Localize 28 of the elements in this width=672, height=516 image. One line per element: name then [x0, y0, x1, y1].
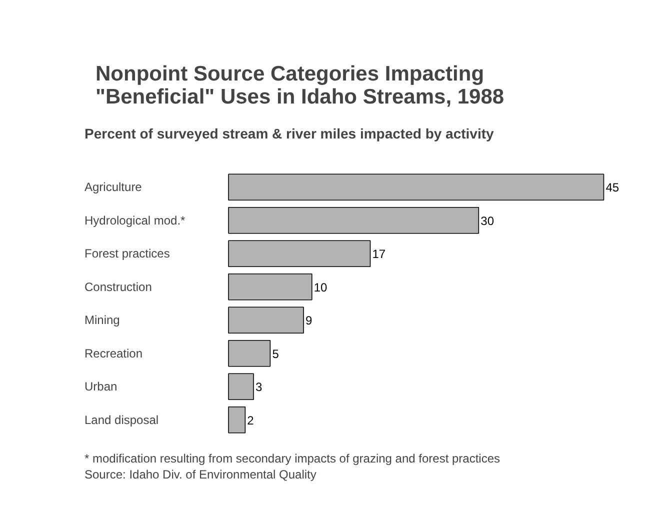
bar — [228, 373, 254, 400]
y-tick-label: Agriculture — [84, 180, 142, 194]
text: * modification resulting from secondary impacts of grazing and forest practices — [84, 452, 500, 466]
bar — [228, 274, 312, 300]
data-label: 2 — [247, 413, 254, 428]
bar — [228, 340, 271, 367]
y-tick-label: Construction — [84, 280, 152, 294]
bar — [228, 306, 304, 334]
y-tick-label: Land disposal — [84, 412, 159, 427]
bar — [228, 174, 604, 200]
chart-subtitle: Percent of surveyed stream & river miles impacted by activity — [84, 126, 494, 142]
y-tick-label: Hydrological mod.* — [84, 213, 186, 228]
y-tick-label: Forest practices — [84, 246, 170, 261]
data-label: 9 — [306, 314, 313, 328]
data-label: 10 — [314, 280, 328, 294]
data-label: 5 — [272, 346, 280, 361]
bar — [228, 406, 246, 434]
bar — [228, 240, 371, 267]
data-label: 17 — [372, 247, 386, 262]
data-label: 30 — [480, 214, 494, 228]
source-note: Source: Idaho Div. of Environmental Quality — [84, 468, 316, 482]
data-label: 45 — [606, 180, 620, 195]
y-tick-label: Urban — [84, 380, 118, 394]
bar — [228, 207, 480, 234]
y-tick-label: Mining — [84, 313, 120, 328]
y-tick-label: Recreation — [84, 346, 143, 360]
data-label: 3 — [256, 380, 263, 394]
chart-title: Nonpoint Source Categories Impacting "Beneficial" Uses in Idaho Streams, 1988 — [96, 62, 504, 108]
